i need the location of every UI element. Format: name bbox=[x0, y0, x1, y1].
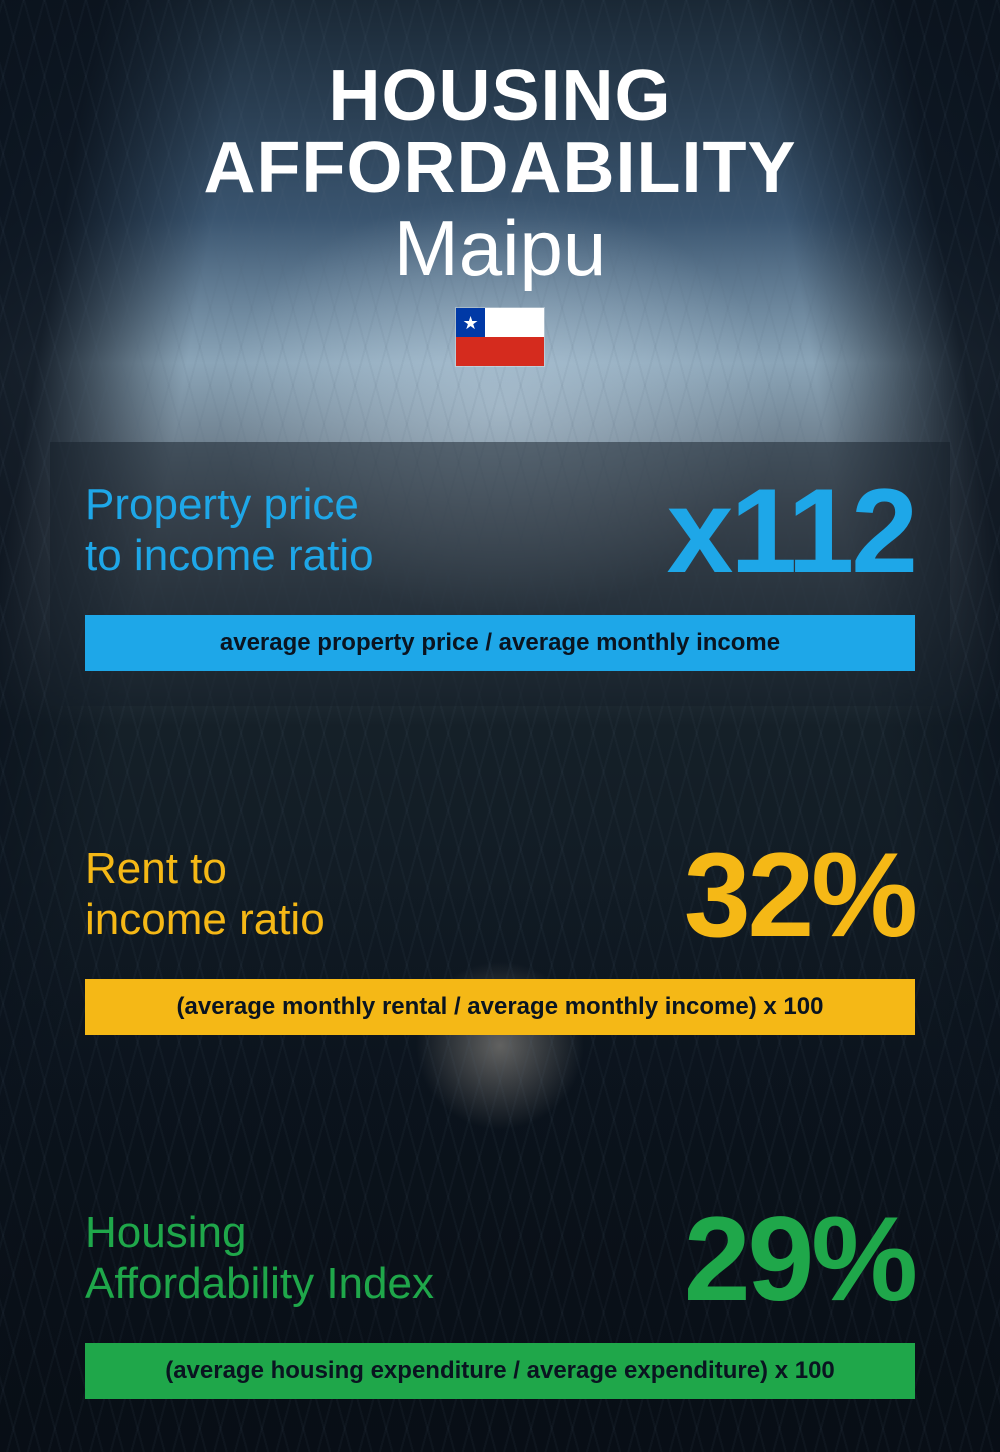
page-subtitle: Maipu bbox=[50, 209, 950, 287]
metric-label: Housing Affordability Index bbox=[85, 1208, 434, 1309]
metric-value: x112 bbox=[667, 477, 915, 585]
page-title: HOUSING AFFORDABILITY bbox=[50, 60, 950, 204]
metric-value: 29% bbox=[684, 1205, 915, 1313]
metric-value: 32% bbox=[684, 841, 915, 949]
header: HOUSING AFFORDABILITY Maipu ★ bbox=[50, 60, 950, 372]
metric-card-affordability-index: Housing Affordability Index 29% (average… bbox=[50, 1170, 950, 1434]
metric-card-rent-income: Rent to income ratio 32% (average monthl… bbox=[50, 806, 950, 1070]
metric-label: Rent to income ratio bbox=[85, 844, 325, 945]
metric-label: Property price to income ratio bbox=[85, 480, 374, 581]
metric-card-property-price: Property price to income ratio x112 aver… bbox=[50, 442, 950, 706]
metric-formula: (average monthly rental / average monthl… bbox=[85, 979, 915, 1035]
metric-formula: average property price / average monthly… bbox=[85, 615, 915, 671]
chile-flag-icon: ★ bbox=[455, 307, 545, 367]
metric-formula: (average housing expenditure / average e… bbox=[85, 1343, 915, 1399]
